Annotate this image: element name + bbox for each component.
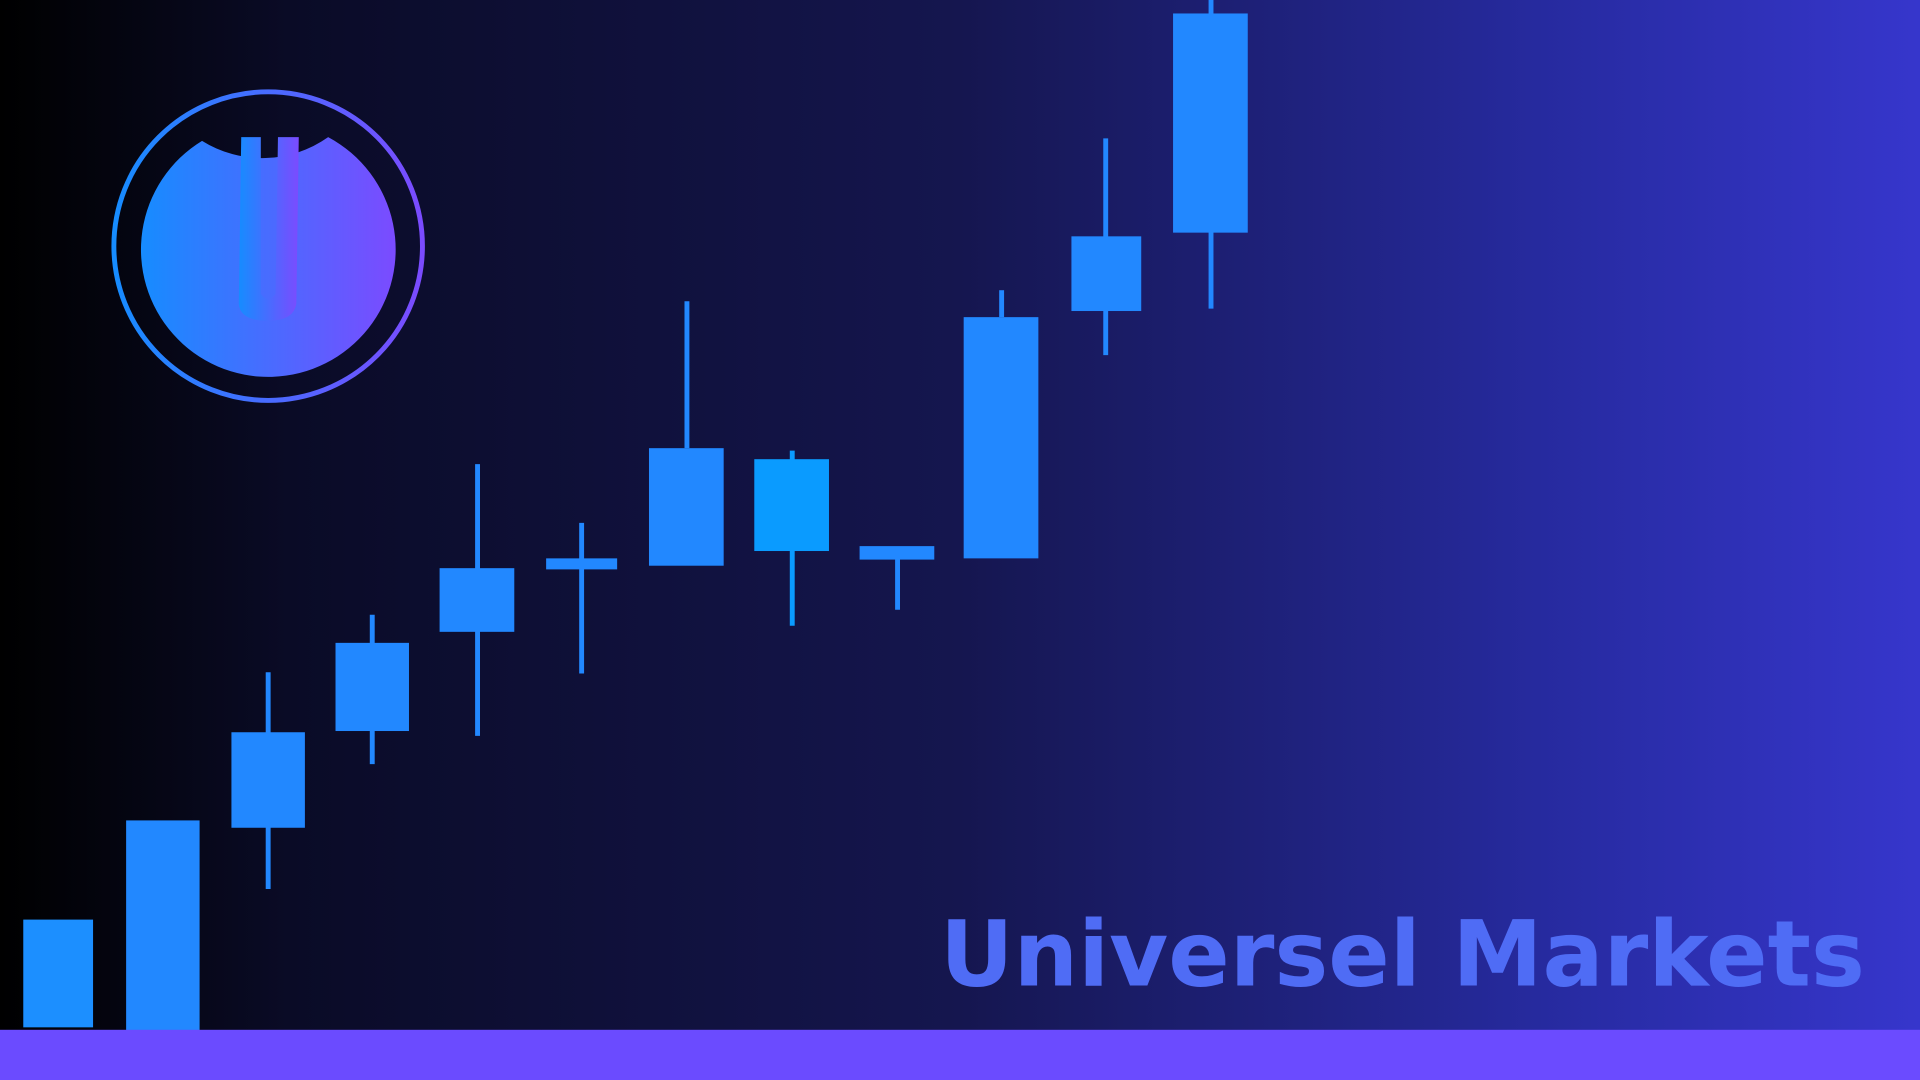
candle [1071, 236, 1142, 312]
candle [439, 568, 515, 632]
candle [963, 317, 1039, 559]
logo-ring [111, 89, 425, 403]
logo-crescent [140, 137, 396, 377]
footer-bar [0, 1029, 1920, 1080]
candle [859, 546, 935, 560]
logo-letter [238, 137, 299, 321]
candle [648, 448, 724, 566]
candle [126, 820, 200, 1032]
candle [231, 732, 305, 828]
candlesticks [23, 0, 1248, 1032]
logo [111, 89, 425, 403]
candle [1173, 13, 1248, 233]
brand-title: Universel Markets [940, 903, 1865, 1008]
candle [23, 919, 94, 1028]
candle [546, 558, 618, 570]
candle [754, 459, 829, 552]
candle [335, 642, 409, 732]
